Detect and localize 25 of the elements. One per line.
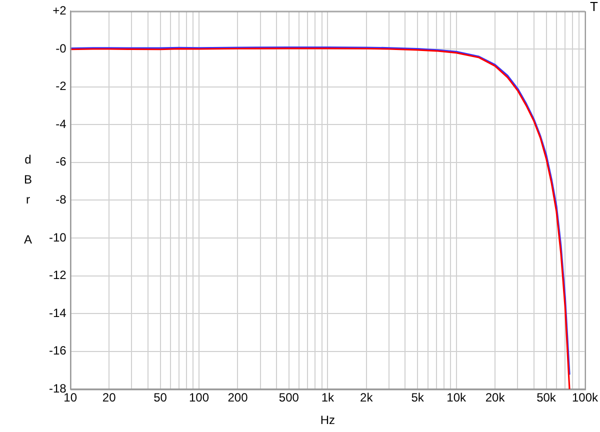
x-tick-label: 100	[188, 390, 210, 405]
y-tick-label: -0	[56, 41, 67, 56]
x-tick-label: 500	[278, 390, 300, 405]
x-tick-label: 50k	[536, 390, 557, 405]
x-tick-label: 1k	[321, 390, 335, 405]
text: T	[590, 0, 598, 14]
x-tick-label: 5k	[411, 390, 425, 405]
y-tick-label: -14	[49, 306, 67, 320]
x-tick-label: 2k	[360, 390, 374, 405]
y-tick-label: -16	[49, 344, 67, 358]
x-tick-label: 50	[154, 390, 168, 405]
y-tick-label: -12	[49, 268, 67, 282]
x-tick-label: 100k	[572, 390, 599, 405]
x-axis-title: Hz	[320, 413, 335, 428]
x-tick-label: 20	[102, 390, 116, 405]
y-tick-label: -6	[56, 154, 67, 169]
text: dBr A	[24, 152, 32, 247]
y-tick-label: -2	[56, 79, 67, 94]
y-tick-label: -10	[49, 230, 67, 244]
y-tick-label: -4	[56, 116, 67, 131]
x-tick-label: 200	[228, 390, 248, 405]
x-tick-label: 10k	[446, 390, 467, 405]
x-tick-label: 20k	[485, 390, 506, 405]
y-tick-label: -8	[56, 192, 67, 207]
y-tick-label: +2	[52, 4, 67, 18]
